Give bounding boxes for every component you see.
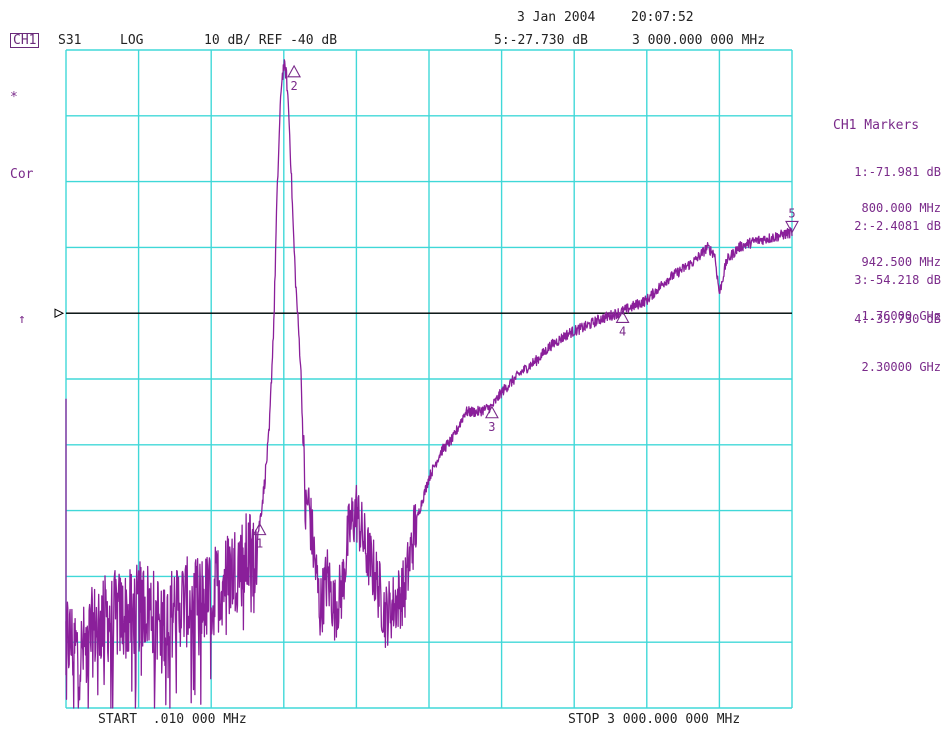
marker-layer: 1 2 3 4 5 <box>252 64 799 551</box>
marker-4-triangle-icon <box>615 310 630 323</box>
reference-pointer-icon <box>54 308 65 319</box>
marker-readout-2: 2:-2.4081 dB 942.500 MHz <box>854 196 941 292</box>
marker-1-triangle-icon <box>252 522 267 536</box>
marker-4: 4 <box>615 310 630 338</box>
marker-2: 2 <box>287 64 302 93</box>
marker-5-triangle-icon <box>785 220 799 234</box>
date-label: 3 Jan 2004 <box>517 10 596 25</box>
marker-3-level: 3:-54.218 dB <box>854 273 941 287</box>
stop-frequency: STOP 3 000.000 000 MHz <box>568 712 741 727</box>
marker-2-triangle-icon <box>287 64 302 78</box>
marker-1-label: 1 <box>256 537 263 551</box>
up-arrow-icon: ↑ <box>18 312 26 327</box>
active-marker-frequency: 3 000.000 000 MHz <box>632 33 766 48</box>
marker-3-label: 3 <box>488 420 495 434</box>
marker-5: 5 <box>785 206 799 234</box>
marker-2-level: 2:-2.4081 dB <box>854 219 941 233</box>
reference-layer <box>54 308 792 319</box>
format-label: LOG <box>120 33 144 48</box>
markers-panel-title: CH1 Markers <box>833 118 920 133</box>
marker-4-frequency: 2.30000 GHz <box>861 360 941 374</box>
marker-2-frequency: 942.500 MHz <box>861 255 941 269</box>
marker-1: 1 <box>252 522 267 551</box>
trace-layer <box>65 59 793 709</box>
scale-ref-label: 10 dB/ REF -40 dB <box>204 33 338 48</box>
marker-2-label: 2 <box>290 79 297 93</box>
start-frequency: START .010 000 MHz <box>98 712 247 727</box>
marker-1-frequency: 800.000 MHz <box>861 201 941 215</box>
parameter-label: S31 <box>58 33 82 48</box>
marker-4-label: 4 <box>619 324 626 338</box>
marker-3-triangle-icon <box>484 405 499 419</box>
marker-4-level: 4:-39.730 dB <box>854 312 941 326</box>
active-marker-level: 5:-27.730 dB <box>494 33 588 48</box>
marker-3-frequency: 1.76000 GHz <box>861 309 941 323</box>
marker-readout-4: 4:-39.730 dB 2.30000 GHz <box>854 289 941 397</box>
asterisk-indicator: * <box>10 90 18 105</box>
marker-1-level: 1:-71.981 dB <box>854 165 941 179</box>
marker-readout-3: 3:-54.218 dB 1.76000 GHz <box>854 250 941 346</box>
marker-5-label: 5 <box>788 206 795 220</box>
marker-readout-1: 1:-71.981 dB 800.000 MHz <box>854 142 941 238</box>
correction-indicator: Cor <box>10 167 34 182</box>
time-label: 20:07:52 <box>631 10 694 25</box>
channel-indicator[interactable]: CH1 <box>10 33 40 48</box>
marker-3: 3 <box>484 405 499 434</box>
trace-line <box>65 59 793 709</box>
